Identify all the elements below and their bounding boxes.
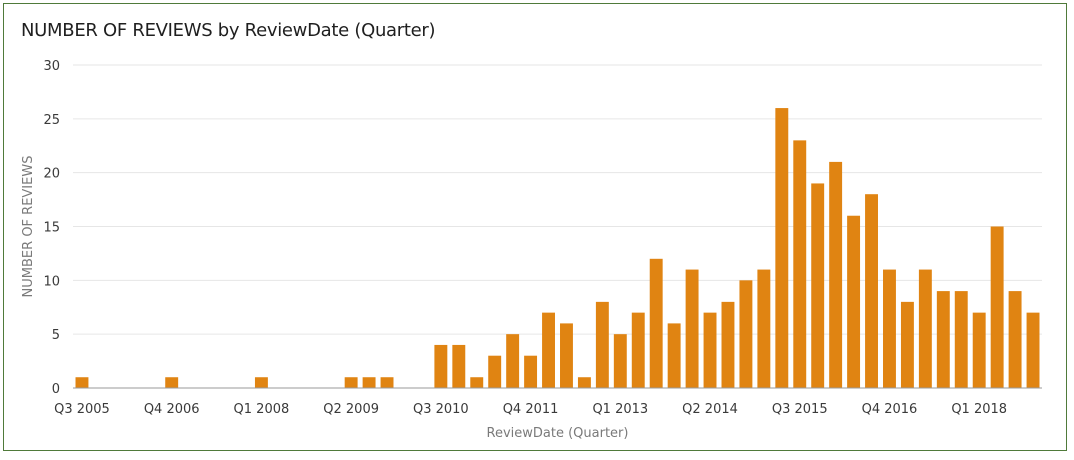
x-tick-label: Q1 2013 xyxy=(592,402,648,417)
y-tick-label: 10 xyxy=(43,274,60,289)
x-tick-label: Q4 2011 xyxy=(503,402,559,417)
x-tick-label: Q2 2014 xyxy=(682,402,738,417)
x-tick-label: Q3 2005 xyxy=(54,402,110,417)
bar[interactable] xyxy=(1008,291,1022,388)
x-tick-label: Q3 2015 xyxy=(772,402,828,417)
bar[interactable] xyxy=(900,301,914,388)
y-tick-label: 30 xyxy=(43,59,60,74)
bar[interactable] xyxy=(865,194,878,388)
bar[interactable] xyxy=(577,377,591,388)
bar[interactable] xyxy=(488,355,502,388)
y-tick-label: 25 xyxy=(43,113,60,128)
bar[interactable] xyxy=(470,377,484,388)
x-axis-label: ReviewDate (Quarter) xyxy=(487,426,629,441)
bar[interactable] xyxy=(613,334,627,388)
bar[interactable] xyxy=(775,108,789,389)
bar[interactable] xyxy=(739,280,753,388)
bar[interactable] xyxy=(1026,312,1040,388)
bar[interactable] xyxy=(165,377,179,388)
bar[interactable] xyxy=(254,377,268,388)
bar[interactable] xyxy=(721,301,735,388)
bar[interactable] xyxy=(685,269,699,388)
bar[interactable] xyxy=(434,344,448,388)
bar[interactable] xyxy=(667,323,681,388)
bar[interactable] xyxy=(452,344,466,388)
bar[interactable] xyxy=(793,140,807,388)
x-tick-label: Q1 2018 xyxy=(951,402,1007,417)
bar[interactable] xyxy=(936,291,950,388)
bar[interactable] xyxy=(883,269,896,388)
bar[interactable] xyxy=(506,334,520,388)
y-tick-label: 0 xyxy=(52,382,60,397)
bar[interactable] xyxy=(954,291,968,388)
bar[interactable] xyxy=(542,312,555,388)
y-tick-label: 20 xyxy=(43,167,60,182)
bar[interactable] xyxy=(344,377,358,388)
bar[interactable] xyxy=(757,269,771,388)
y-axis-label: NUMBER OF REVIEWS xyxy=(21,156,36,298)
bar[interactable] xyxy=(631,312,645,388)
x-tick-label: Q2 2009 xyxy=(323,402,379,417)
bar[interactable] xyxy=(524,355,538,388)
bar[interactable] xyxy=(560,323,573,388)
x-tick-label: Q3 2010 xyxy=(413,402,469,417)
bar[interactable] xyxy=(811,183,825,388)
bar[interactable] xyxy=(918,269,932,388)
bar[interactable] xyxy=(972,312,986,388)
bar[interactable] xyxy=(990,226,1004,389)
chart-title: NUMBER OF REVIEWS by ReviewDate (Quarter… xyxy=(21,20,436,41)
y-tick-label: 15 xyxy=(43,221,60,236)
bar[interactable] xyxy=(75,377,89,388)
bar[interactable] xyxy=(847,215,861,388)
bar[interactable] xyxy=(829,161,843,388)
x-tick-label: Q4 2016 xyxy=(862,402,918,417)
bar[interactable] xyxy=(649,258,663,388)
bar[interactable] xyxy=(703,312,717,388)
y-tick-label: 5 xyxy=(52,328,60,343)
x-tick-label: Q1 2008 xyxy=(234,402,290,417)
bar[interactable] xyxy=(380,377,394,388)
bar[interactable] xyxy=(595,301,609,388)
x-tick-label: Q4 2006 xyxy=(144,402,200,417)
bar[interactable] xyxy=(362,377,376,388)
